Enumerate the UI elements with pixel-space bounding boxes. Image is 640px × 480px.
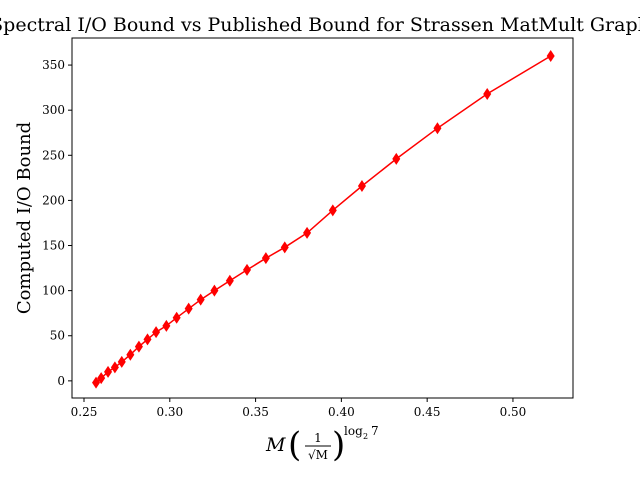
x-tick-label: 0.35 [242,405,269,419]
data-point-marker [104,366,112,378]
y-tick-label: 250 [42,148,65,162]
data-point-marker [262,252,270,264]
data-point-marker [303,227,311,239]
data-point-marker [392,153,400,165]
data-point-marker [329,204,337,216]
x-label-exp-sub: 2 [363,432,368,441]
x-tick-label: 0.45 [414,405,441,419]
y-tick-label: 0 [57,374,65,388]
data-point-marker [152,326,160,338]
chart-title: Spectral I/O Bound vs Published Bound fo… [0,14,640,36]
y-axis-label: Computed I/O Bound [14,122,35,314]
data-point-marker [210,285,218,297]
y-tick-label: 350 [42,58,65,72]
data-point-marker [433,122,441,134]
x-label-open-paren: ( [288,425,301,465]
x-label-var: M [265,434,286,456]
data-point-marker [135,341,143,353]
x-tick-label: 0.50 [500,405,527,419]
series-line [96,56,551,383]
data-point-marker [173,312,181,324]
x-axis: 0.25 0.30 0.35 0.40 0.45 0.50 [71,398,527,419]
data-point-marker [162,320,170,332]
y-axis: 0 50 100 150 200 250 300 350 [42,58,72,388]
x-tick-label: 0.25 [71,405,98,419]
x-label-frac-num: 1 [314,431,322,445]
y-tick-label: 150 [42,239,65,253]
x-label-exp-arg: 7 [371,424,379,438]
data-point-marker [243,264,251,276]
data-point-marker [547,50,555,62]
data-point-marker [358,180,366,192]
y-tick-label: 50 [50,329,65,343]
x-label-exp-base: log [344,424,363,438]
series-group [92,50,555,389]
data-point-marker [111,361,119,373]
data-point-marker [118,356,126,368]
data-point-marker [197,294,205,306]
data-point-marker [143,333,151,345]
x-label-frac-den: √M [308,448,328,462]
y-tick-label: 100 [42,284,65,298]
x-tick-label: 0.40 [328,405,355,419]
data-point-marker [483,88,491,100]
data-point-marker [126,349,134,361]
y-tick-label: 200 [42,193,65,207]
x-axis-label: M ( 1 √M ) log 2 7 [265,424,379,465]
data-point-marker [226,275,234,287]
y-tick-label: 300 [42,103,65,117]
x-tick-label: 0.30 [156,405,183,419]
data-point-marker [281,241,289,253]
data-point-marker [185,303,193,315]
